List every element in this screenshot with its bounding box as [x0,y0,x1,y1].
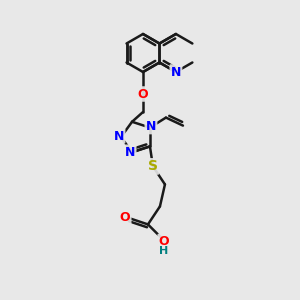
Text: O: O [120,211,130,224]
Text: N: N [171,65,181,79]
Text: S: S [148,159,158,173]
Text: N: N [146,120,156,133]
Text: N: N [125,146,135,159]
Text: O: O [138,88,148,100]
Text: N: N [114,130,124,142]
Text: O: O [159,235,169,248]
Text: H: H [159,246,169,256]
